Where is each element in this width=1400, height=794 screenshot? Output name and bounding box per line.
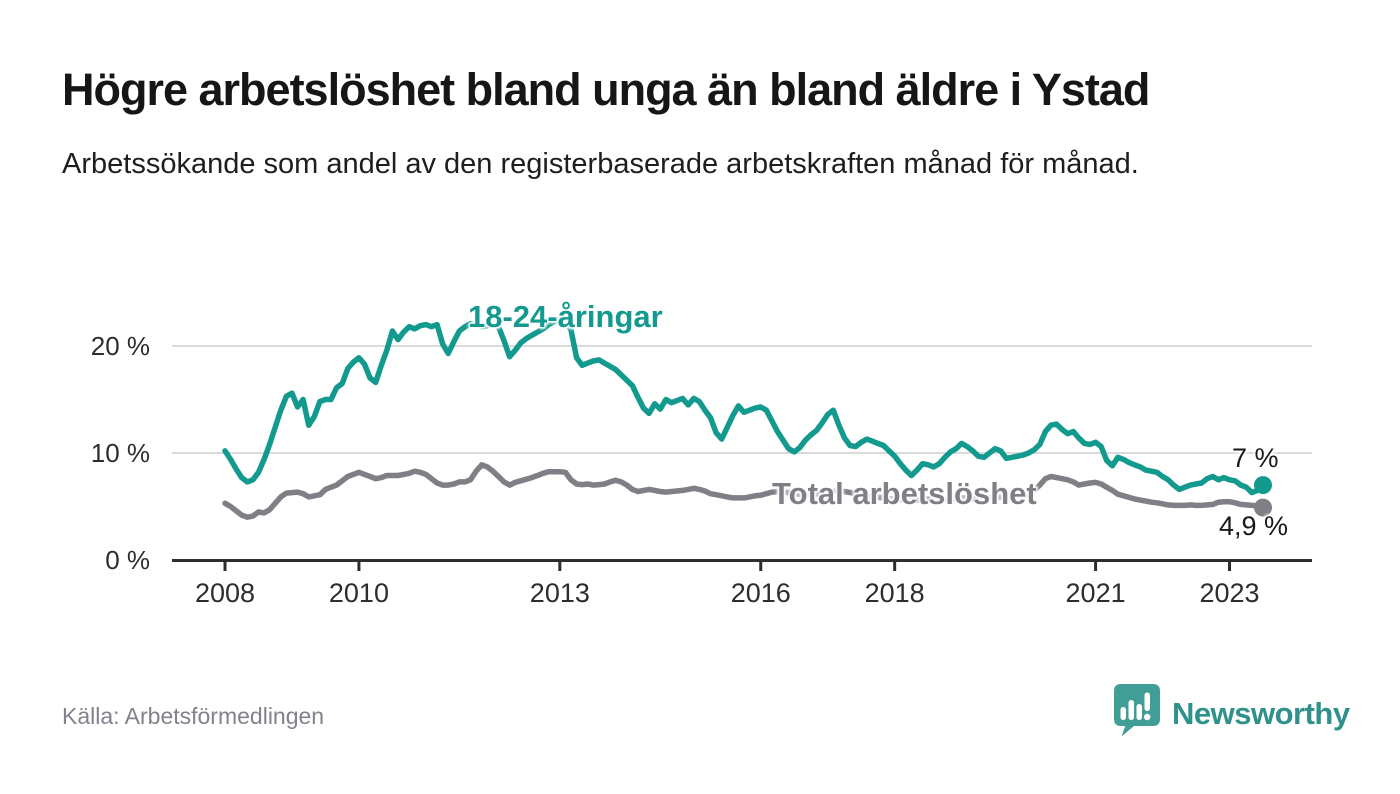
y-axis-tick-label: 10 %	[91, 438, 150, 468]
x-axis-tick-label: 2016	[731, 578, 791, 608]
page-subtitle: Arbetssökande som andel av den registerb…	[62, 148, 1139, 180]
series-label-total: Total arbetslöshet	[772, 476, 1037, 511]
brand-logo: Newsworthy	[1112, 682, 1350, 743]
page-title: Högre arbetslöshet bland unga än bland ä…	[62, 64, 1150, 115]
x-axis-tick-label: 2013	[530, 578, 590, 608]
x-axis-tick-label: 2023	[1199, 578, 1259, 608]
end-value-total: 4,9 %	[1219, 511, 1289, 541]
x-axis-tick-label: 2018	[865, 578, 925, 608]
series-label-youth: 18-24-åringar	[468, 299, 663, 334]
line-youth	[222, 316, 1266, 496]
end-dot-total	[1254, 498, 1272, 517]
y-axis-tick-label: 0 %	[105, 545, 150, 575]
x-axis-tick-label: 2010	[329, 578, 389, 608]
end-value-youth: 7 %	[1232, 443, 1279, 473]
source-note: Källa: Arbetsförmedlingen	[62, 703, 325, 729]
end-dot-youth	[1254, 476, 1272, 495]
line-total	[222, 462, 1266, 520]
brand-name: Newsworthy	[1172, 695, 1350, 731]
y-axis-tick-label: 20 %	[91, 331, 150, 361]
bar-chart-speech-bubble-icon	[1112, 682, 1162, 743]
x-axis-tick-label: 2008	[195, 578, 255, 608]
x-axis-tick-label: 2021	[1066, 578, 1126, 608]
